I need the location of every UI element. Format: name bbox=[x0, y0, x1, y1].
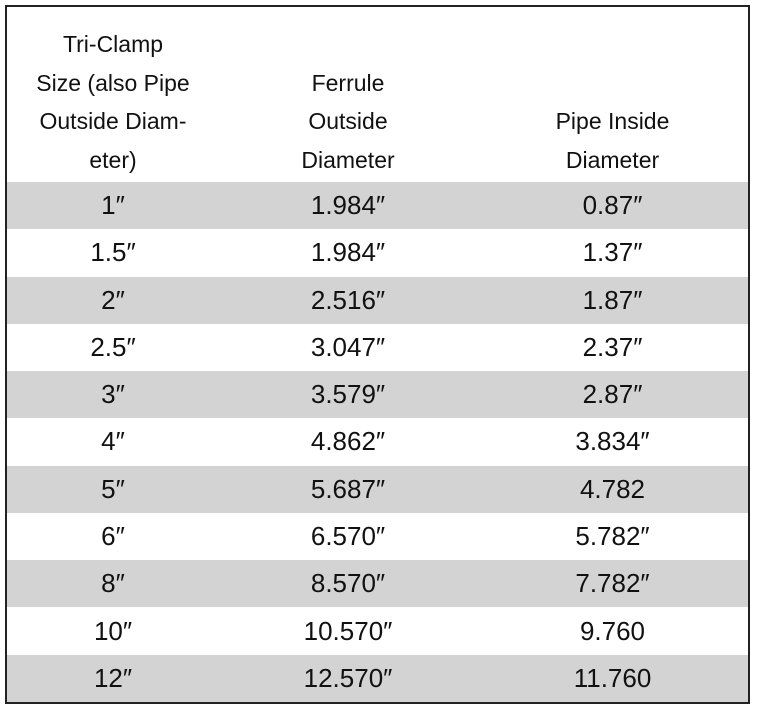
table-cell: 3.047″ bbox=[310, 331, 386, 362]
table-cell: 11.760 bbox=[573, 662, 652, 693]
table-row: 8″ 8.570″ 7.782″ bbox=[7, 560, 748, 608]
table-cell: 1.984″ bbox=[310, 237, 386, 268]
header-line: Diameter bbox=[565, 146, 660, 173]
header-line: eter) bbox=[89, 146, 137, 173]
table-cell: 0.87″ bbox=[582, 190, 643, 221]
table-cell: 3.579″ bbox=[310, 379, 386, 410]
table-row: 2.5″ 3.047″ 2.37″ bbox=[7, 324, 748, 371]
table-cell: 2.5″ bbox=[90, 331, 136, 362]
table-cell: 12.570″ bbox=[303, 662, 393, 693]
table-row: 6″ 6.570″ 5.782″ bbox=[7, 513, 748, 560]
table-row: 5″ 5.687″ 4.782 bbox=[7, 465, 748, 513]
table-row: 1.5″ 1.984″ 1.37″ bbox=[7, 229, 748, 276]
table-cell: 1.5″ bbox=[90, 237, 136, 268]
header-line: Tri-Clamp bbox=[62, 31, 164, 57]
table-cell: 1.37″ bbox=[582, 237, 643, 268]
table-cell: 5″ bbox=[101, 473, 125, 504]
table-row: 12″ 12.570″ 11.760 bbox=[7, 654, 748, 702]
table-cell: 2″ bbox=[101, 284, 125, 315]
table-cell: 2.516″ bbox=[310, 284, 386, 315]
table-cell: 1.984″ bbox=[310, 190, 386, 221]
table-cell: 1.87″ bbox=[582, 284, 643, 315]
table-row: 4″ 4.862″ 3.834″ bbox=[7, 418, 748, 465]
table-cell: 8″ bbox=[101, 568, 125, 599]
header-line: Diameter bbox=[301, 146, 395, 173]
header-line: Size (also Pipe bbox=[36, 69, 190, 96]
table-cell: 1″ bbox=[101, 190, 125, 221]
table-cell: 2.87″ bbox=[582, 379, 643, 410]
table-cell: 9.760 bbox=[579, 615, 646, 646]
table-row: 3″ 3.579″ 2.87″ bbox=[7, 371, 748, 419]
header-line: Outside Diam- bbox=[39, 108, 187, 134]
table-cell: 5.782″ bbox=[575, 521, 650, 552]
table-row: 10″ 10.570″ 9.760 bbox=[7, 607, 748, 654]
table-row: 1″ 1.984″ 0.87″ bbox=[7, 182, 748, 230]
header-cell: Tri-Clamp Size (also Pipe Outside Diam-ete… bbox=[7, 7, 219, 182]
table-cell: 6.570″ bbox=[310, 521, 386, 552]
header-line: Pipe Inside bbox=[555, 108, 670, 134]
table-cell: 5.687″ bbox=[310, 473, 386, 504]
table: Tri-Clamp Size (also Pipe Outside Diam-ete… bbox=[5, 5, 750, 704]
table-cell: 12″ bbox=[93, 662, 133, 693]
table-cell: 4.862″ bbox=[310, 426, 386, 457]
header-cell: Ferrule Outside Diameter bbox=[219, 7, 477, 182]
table-cell: 7.782″ bbox=[575, 568, 650, 599]
header-line: Outside bbox=[308, 108, 388, 134]
header-line: Ferrule bbox=[311, 69, 385, 96]
table-cell: 4″ bbox=[101, 426, 125, 457]
table-row: 2″ 2.516″ 1.87″ bbox=[7, 276, 748, 324]
table-cell: 8.570″ bbox=[310, 568, 386, 599]
table-cell: 2.37″ bbox=[582, 331, 643, 362]
table-cell: 4.782 bbox=[579, 473, 646, 504]
table-cell: 3.834″ bbox=[575, 426, 650, 457]
table-cell: 6″ bbox=[101, 521, 125, 552]
table-cell: 10″ bbox=[93, 615, 133, 646]
table-cell: 10.570″ bbox=[303, 615, 393, 646]
header-cell: Pipe Inside Diameter bbox=[477, 7, 748, 182]
table-cell: 3″ bbox=[101, 379, 125, 410]
